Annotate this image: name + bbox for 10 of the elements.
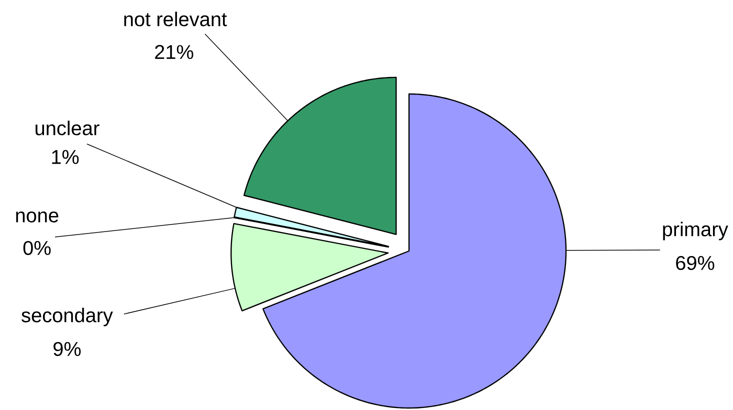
data-label: 21% <box>155 44 194 60</box>
slice-label: primary <box>663 222 728 240</box>
text: 0% <box>23 240 51 256</box>
data-label: 1% <box>52 150 79 164</box>
slice-label: not relevant <box>124 12 227 26</box>
data-label: 69% <box>676 256 714 270</box>
slice-label: unclear <box>36 120 100 136</box>
category-label: none <box>16 212 58 222</box>
data-label: 9% <box>54 342 81 356</box>
slice-label: secondary <box>22 308 113 326</box>
